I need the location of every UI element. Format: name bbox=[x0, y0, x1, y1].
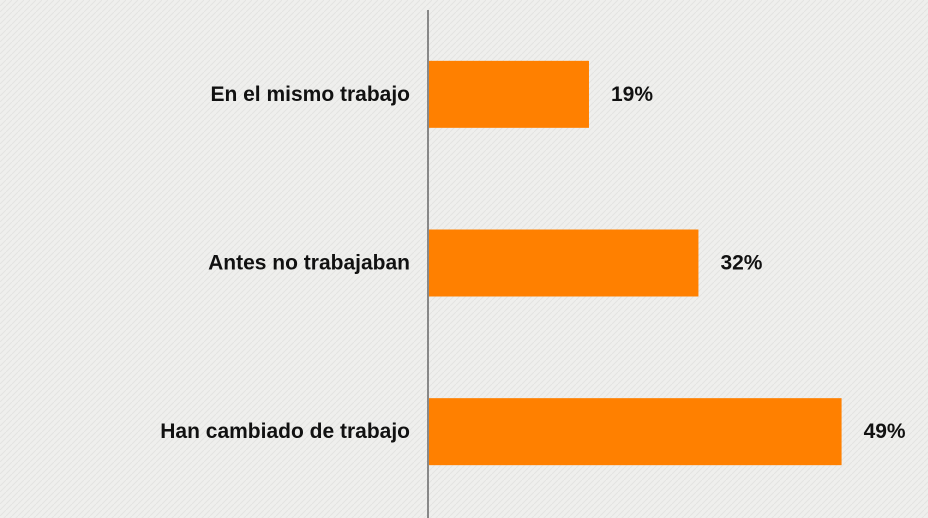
category-label: Han cambiado de trabajo bbox=[160, 420, 410, 443]
value-label: 49% bbox=[864, 420, 906, 443]
value-label: 19% bbox=[611, 83, 653, 106]
value-label: 32% bbox=[720, 252, 762, 275]
category-label: Antes no trabajaban bbox=[208, 252, 410, 275]
category-label: En el mismo trabajo bbox=[210, 83, 410, 106]
bar bbox=[429, 398, 842, 466]
bar bbox=[429, 229, 699, 297]
bar bbox=[429, 60, 589, 128]
